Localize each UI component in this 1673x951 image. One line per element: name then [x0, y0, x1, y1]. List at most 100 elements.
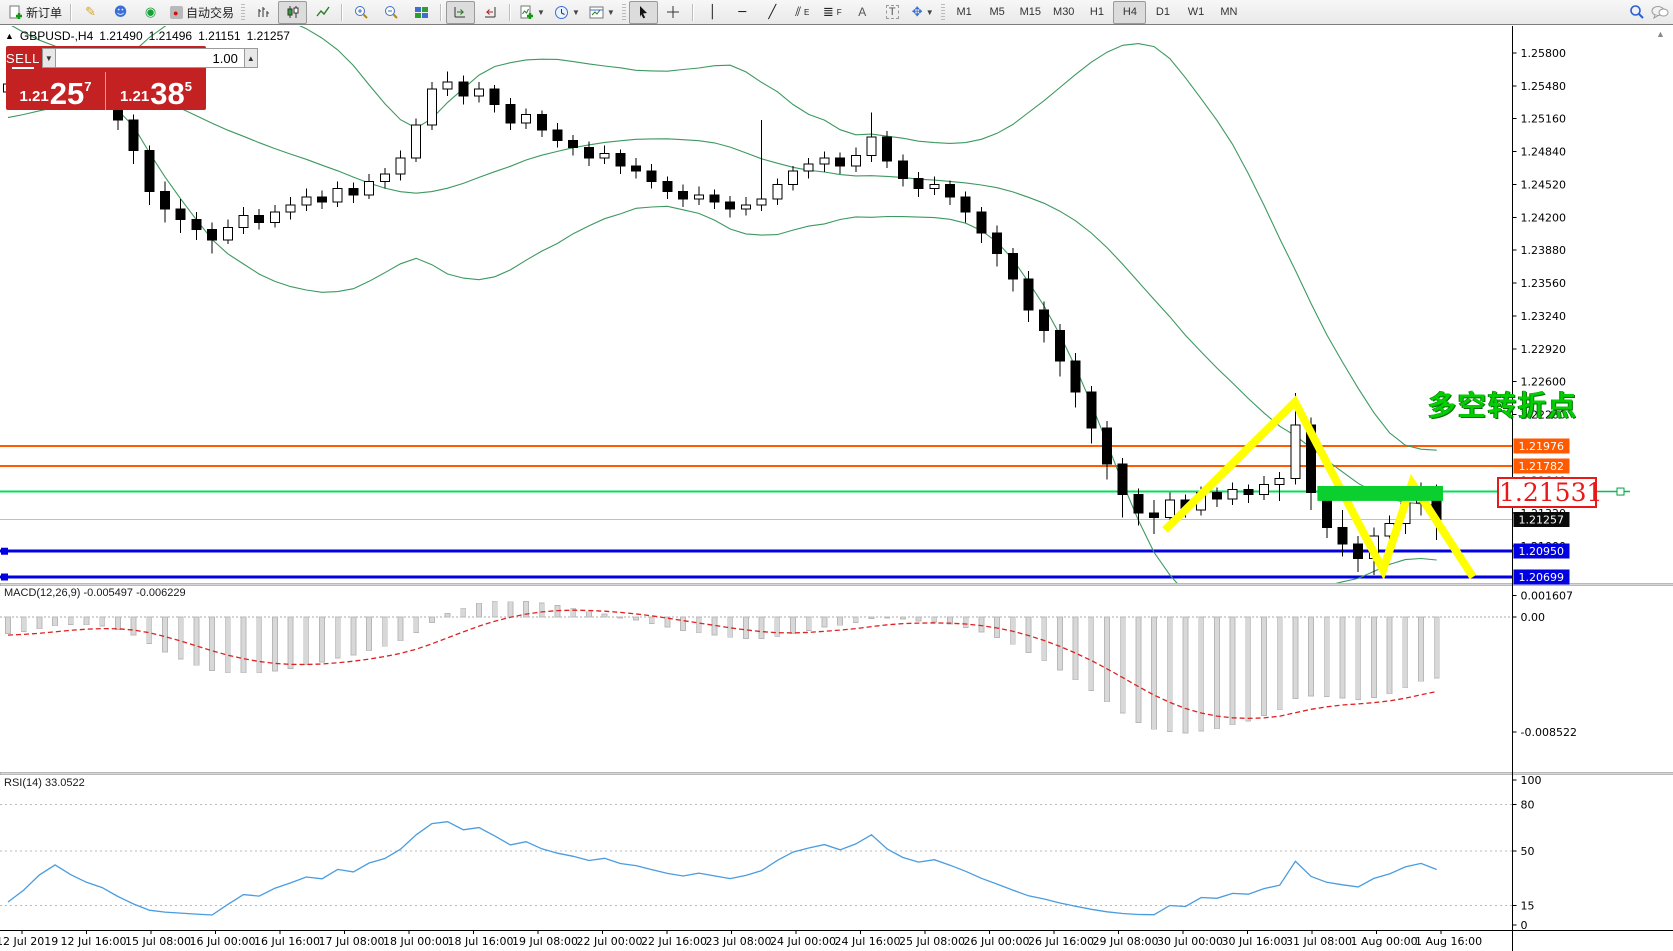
rsi-pane[interactable]	[0, 804, 1512, 916]
line-chart-button[interactable]	[308, 1, 337, 24]
timeframe-d1-button[interactable]: D1	[1155, 6, 1170, 18]
terminal-button[interactable]: ☻	[106, 1, 135, 24]
cursor-button[interactable]	[628, 0, 658, 24]
channel-button[interactable]: ⫽ E	[788, 1, 817, 24]
macd-histogram-bar	[774, 616, 781, 638]
toolbar-grip	[241, 3, 246, 21]
chat-icon[interactable]	[1651, 5, 1669, 20]
timeframe-m30-button[interactable]: M30	[1053, 6, 1075, 18]
green-zone-rectangle[interactable]	[1317, 486, 1443, 501]
macd-histogram-bar	[413, 616, 420, 634]
volume-input[interactable]	[55, 48, 244, 68]
price-callout-box[interactable]: 1.21531	[1497, 477, 1603, 508]
candle-body	[1039, 309, 1050, 331]
zoom-in-button[interactable]	[347, 1, 376, 24]
macd-pane[interactable]	[0, 600, 1512, 734]
indicators-button[interactable]: ▼	[515, 1, 549, 24]
autotrading-label: 自动交易	[186, 5, 235, 20]
rsi-value: 33.0522	[44, 777, 85, 789]
buy-price[interactable]: 1.21 38 5	[106, 72, 206, 110]
line-handle[interactable]	[1, 573, 8, 581]
candle-body	[568, 139, 579, 149]
macd-axis-label: 0.00	[1521, 611, 1546, 624]
timeframe-h1-button[interactable]: H1	[1089, 6, 1104, 18]
tester-button[interactable]: ◉	[136, 1, 165, 24]
candle-body	[835, 157, 846, 167]
text-tool-icon: A	[858, 5, 867, 19]
trendline-button[interactable]: ╱	[758, 1, 787, 24]
zoom-out-button[interactable]	[377, 1, 406, 24]
timeframe-h4-button[interactable]: H4	[1113, 0, 1147, 24]
candle-body	[144, 150, 155, 193]
candle-body	[866, 136, 877, 157]
macd-histogram-bar	[523, 601, 529, 618]
channel-icon: ⫽	[795, 4, 802, 20]
volume-increase-button[interactable]: ▲	[243, 48, 258, 68]
candle-body	[646, 170, 657, 182]
horizontal-line-button[interactable]: ─	[728, 1, 757, 24]
sell-price[interactable]: 1.21 25 7	[6, 72, 106, 110]
candle-body	[992, 232, 1003, 254]
macd-histogram-bar	[99, 616, 106, 627]
search-icon[interactable]	[1629, 4, 1645, 20]
autotrading-button[interactable]: ● 自动交易	[166, 1, 238, 24]
clock-icon	[554, 5, 568, 19]
macd-histogram-bar	[224, 616, 231, 674]
yellow-zigzag-drawing[interactable]	[1162, 395, 1477, 581]
candle-body	[426, 88, 437, 126]
arrows-button[interactable]: ✥ ▼	[908, 1, 938, 24]
candle-body	[678, 191, 689, 200]
timeframe-m1-button[interactable]: M1	[956, 6, 972, 18]
crosshair-button[interactable]	[659, 1, 688, 24]
candlestick-chart-button[interactable]	[278, 0, 308, 24]
timeframe-m5-button[interactable]: M5	[989, 6, 1005, 18]
main-pane[interactable]	[0, 26, 1512, 624]
candle-body	[976, 211, 987, 234]
pane-separator-1[interactable]	[0, 582, 1673, 586]
macd-histogram-bar	[193, 616, 200, 666]
templates-button[interactable]: ▼	[585, 1, 619, 24]
chart-shift-button[interactable]	[476, 1, 505, 24]
turning-point-annotation[interactable]: 多空转折点	[1428, 389, 1579, 422]
tile-windows-button[interactable]	[407, 1, 436, 24]
buy-button[interactable]: BUY	[259, 50, 289, 69]
candle-body	[882, 136, 893, 162]
time-tick-label: 19 Jul 08:00	[512, 935, 578, 948]
price-axis[interactable]: 1.25800 1.25480 1.25160 1.24840 1.24520 1.242…	[1512, 47, 1577, 932]
collapse-panel-icon[interactable]: ▲	[5, 31, 14, 41]
periods-button[interactable]: ▼	[550, 1, 584, 24]
new-order-button[interactable]: 新订单	[4, 1, 66, 24]
bollinger-middle	[7, 70, 1437, 506]
sell-button[interactable]: SELL	[6, 50, 40, 69]
macd-axis-label: 0.001607	[1521, 589, 1574, 602]
chart-plot[interactable]: 1.25800 1.25480 1.25160 1.24840 1.24520 1.242…	[0, 26, 1673, 951]
pane-separator-2[interactable]	[0, 771, 1673, 775]
candle-body	[1211, 492, 1222, 500]
candle-body	[285, 204, 296, 213]
styler-button[interactable]: ✎	[76, 1, 105, 24]
vertical-line-button[interactable]: │	[698, 1, 727, 24]
macd-histogram-bar	[209, 616, 216, 671]
scroll-up-icon[interactable]: ▲	[1656, 29, 1665, 39]
timeframe-mn-button[interactable]: MN	[1220, 6, 1238, 18]
candlestick-icon	[287, 6, 299, 18]
indicators-icon	[520, 5, 534, 19]
bar-chart-button[interactable]	[248, 1, 277, 24]
fibonacci-button[interactable]: ≣ F	[818, 1, 847, 24]
timeframe-w1-button[interactable]: W1	[1187, 6, 1205, 18]
connector-handle[interactable]	[1616, 487, 1625, 496]
rsi-axis-label: 0	[1521, 919, 1528, 932]
candle-body	[552, 129, 563, 141]
line-handle[interactable]	[1, 547, 8, 555]
macd-histogram-bar	[664, 616, 671, 628]
macd-histogram-bar	[570, 607, 577, 618]
volume-decrease-button[interactable]: ▼	[41, 48, 56, 68]
auto-scroll-button[interactable]	[446, 0, 476, 24]
rsi-label: RSI(14) 33.0522	[4, 777, 85, 789]
timeframe-m15-button[interactable]: M15	[1019, 6, 1042, 18]
macd-histogram-bar	[1119, 616, 1126, 714]
text-label-button[interactable]: T	[878, 1, 907, 24]
macd-histogram-bar	[947, 616, 953, 625]
text-tool-button[interactable]: A	[848, 1, 877, 24]
